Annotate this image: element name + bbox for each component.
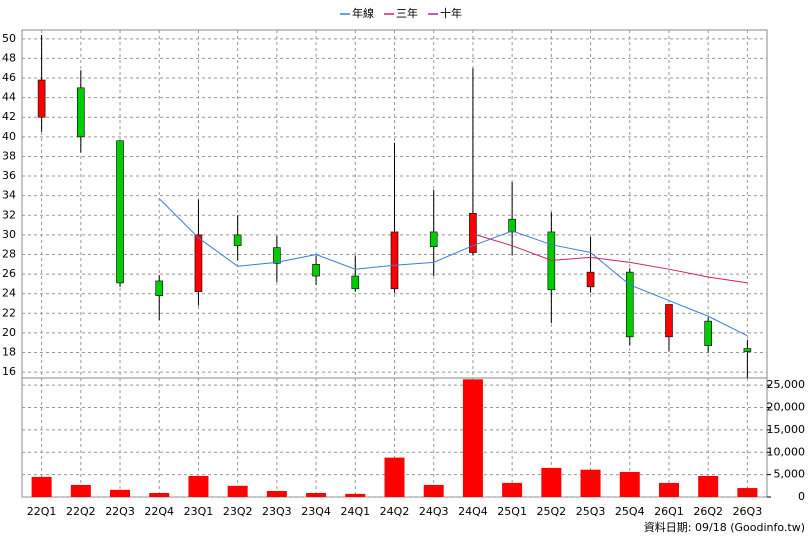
candle-body	[508, 218, 516, 233]
volume-bar	[580, 469, 601, 497]
volume-bar	[227, 485, 248, 497]
y-tick-label: 16	[2, 365, 16, 378]
x-tick-label: 26Q3	[733, 505, 763, 518]
y-tick-label: 24	[2, 287, 16, 300]
x-tick-label: 23Q3	[262, 505, 292, 518]
y-tick-label: 30	[2, 228, 16, 241]
y-tick-label: 32	[2, 208, 16, 221]
y-tick-label: 44	[2, 91, 16, 104]
candle-body	[704, 320, 712, 346]
y2-tick-label: 20,000	[767, 401, 806, 414]
candle-body	[469, 213, 477, 253]
x-tick-label: 25Q1	[497, 505, 527, 518]
volume-bar	[423, 484, 444, 497]
y2-tick-label: 5,000	[774, 468, 806, 481]
x-tick-label: 22Q2	[66, 505, 96, 518]
candle-body	[429, 231, 438, 247]
candle-body	[390, 231, 399, 290]
volume-bar	[110, 489, 131, 497]
legend-label: 年線	[352, 6, 374, 20]
volume-bar	[149, 492, 170, 497]
x-tick-label: 24Q4	[458, 505, 488, 518]
legend-label: 三年	[396, 6, 418, 20]
x-tick-label: 22Q1	[27, 505, 57, 518]
y-tick-label: 18	[2, 346, 16, 359]
y-tick-label: 50	[2, 32, 16, 45]
candle-body	[194, 234, 203, 293]
volume-bar	[462, 379, 483, 497]
x-tick-label: 25Q3	[576, 505, 606, 518]
volume-bar	[188, 475, 209, 497]
candle-body	[665, 304, 673, 338]
x-tick-label: 22Q4	[144, 505, 174, 518]
volume-bar	[658, 482, 679, 497]
y-tick-label: 40	[2, 130, 16, 143]
x-tick-label: 24Q2	[380, 505, 410, 518]
volume-bar	[70, 484, 91, 497]
y2-tick-label: 0	[798, 490, 805, 503]
y2-tick-label: 10,000	[767, 445, 806, 458]
y-tick-label: 48	[2, 51, 16, 64]
y-tick-label: 34	[2, 189, 16, 202]
volume-bar	[502, 482, 523, 497]
x-tick-label: 22Q3	[105, 505, 135, 518]
x-tick-label: 25Q2	[537, 505, 567, 518]
y-tick-label: 22	[2, 306, 16, 319]
volume-bar	[266, 490, 287, 497]
volume-bar	[698, 475, 719, 497]
candle-body	[312, 263, 320, 277]
candle-body	[743, 348, 752, 352]
y-tick-label: 36	[2, 169, 16, 182]
volume-bar	[345, 493, 366, 497]
volume-bar	[619, 471, 640, 497]
volume-bar	[384, 457, 405, 497]
candle-body	[116, 140, 124, 284]
y-tick-label: 46	[2, 71, 16, 84]
candle-body	[625, 271, 634, 338]
y2-tick-label: 15,000	[767, 423, 806, 436]
x-tick-label: 24Q3	[419, 505, 449, 518]
x-tick-label: 26Q1	[654, 505, 684, 518]
candle-body	[155, 280, 164, 296]
ma-line	[158, 198, 748, 337]
source-note: 資料日期: 09/18 (Goodinfo.tw)	[644, 520, 805, 534]
y2-tick-label: 25,000	[767, 378, 806, 391]
x-tick-label: 24Q1	[340, 505, 370, 518]
y-tick-label: 42	[2, 110, 16, 123]
volume-bar	[31, 476, 52, 497]
volume-bar	[541, 467, 562, 497]
candle-body	[351, 275, 360, 290]
y-tick-label: 38	[2, 149, 16, 162]
volume-bar	[306, 492, 327, 497]
x-tick-label: 23Q1	[184, 505, 214, 518]
candle-body	[273, 247, 281, 264]
x-tick-label: 26Q2	[693, 505, 723, 518]
volume-bar	[737, 488, 758, 497]
x-tick-label: 23Q4	[301, 505, 331, 518]
y-tick-label: 28	[2, 247, 16, 260]
x-tick-label: 23Q2	[223, 505, 253, 518]
y-tick-label: 20	[2, 326, 16, 339]
legend-label: 十年	[440, 6, 462, 20]
candle-body	[586, 271, 595, 288]
candle-body	[37, 79, 46, 118]
candle-body	[233, 234, 242, 246]
x-tick-label: 25Q4	[615, 505, 645, 518]
ma-line	[472, 233, 748, 284]
candle-body	[77, 87, 85, 138]
y-tick-label: 26	[2, 267, 16, 280]
